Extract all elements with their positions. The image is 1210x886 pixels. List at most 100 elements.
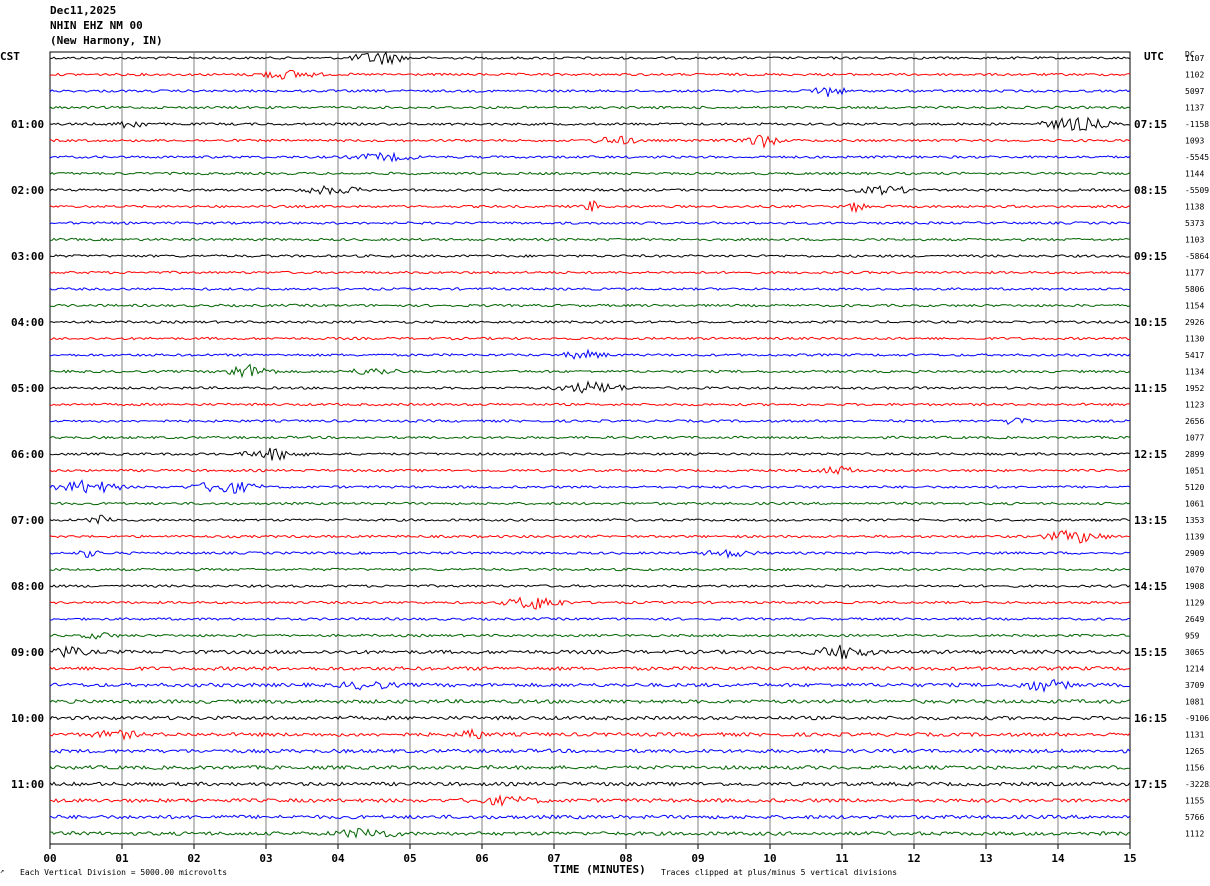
x-tick-label: 08 bbox=[619, 852, 632, 865]
seismic-trace bbox=[49, 417, 1131, 425]
left-hour-label: 06:00 bbox=[11, 448, 44, 461]
seismic-trace bbox=[49, 199, 1131, 214]
x-tick-label: 15 bbox=[1123, 852, 1136, 865]
right-hour-label: 13:15 bbox=[1134, 514, 1167, 527]
dc-offset-label: 5097 bbox=[1185, 87, 1204, 96]
dc-offset-label: -32285 bbox=[1185, 780, 1210, 789]
seismic-trace bbox=[49, 303, 1131, 308]
seismic-trace bbox=[49, 105, 1131, 110]
x-tick-label: 10 bbox=[763, 852, 776, 865]
dc-offset-label: 1134 bbox=[1185, 368, 1204, 377]
dc-offset-label: 1138 bbox=[1185, 203, 1204, 212]
dc-offset-label: 1353 bbox=[1185, 516, 1204, 525]
dc-offset-label: -5545 bbox=[1185, 153, 1209, 162]
left-hour-label: 09:00 bbox=[11, 646, 44, 659]
right-hour-label: 12:15 bbox=[1134, 448, 1167, 461]
seismic-trace bbox=[49, 402, 1131, 407]
dc-offset-label: 1154 bbox=[1185, 302, 1204, 311]
seismic-trace bbox=[49, 596, 1131, 610]
dc-offset-label: 2649 bbox=[1185, 615, 1204, 624]
dc-offset-label: 1144 bbox=[1185, 170, 1204, 179]
seismic-trace bbox=[49, 514, 1131, 525]
dc-offset-label: 1155 bbox=[1185, 797, 1204, 806]
station-code: NHIN EHZ NM 00 bbox=[50, 19, 143, 32]
dc-offset-label: 1112 bbox=[1185, 830, 1204, 839]
right-hour-label: 16:15 bbox=[1134, 712, 1167, 725]
seismic-trace bbox=[49, 814, 1131, 820]
scale-note: Each Vertical Division = 5000.00 microvo… bbox=[20, 868, 228, 877]
dc-offset-label: 2909 bbox=[1185, 549, 1204, 558]
dc-offset-label: 1952 bbox=[1185, 384, 1204, 393]
seismic-trace bbox=[49, 320, 1131, 324]
seismic-trace bbox=[49, 794, 1131, 807]
dc-offset-label: 5806 bbox=[1185, 285, 1204, 294]
dc-offset-label: 3065 bbox=[1185, 648, 1204, 657]
x-tick-label: 09 bbox=[691, 852, 704, 865]
left-hour-label: 03:00 bbox=[11, 250, 44, 263]
dc-offset-label: 1156 bbox=[1185, 764, 1204, 773]
dc-offset-label: -1158 bbox=[1185, 120, 1209, 129]
left-hour-label: 08:00 bbox=[11, 580, 44, 593]
dc-offset-label: 5766 bbox=[1185, 813, 1204, 822]
seismic-trace bbox=[49, 116, 1131, 131]
dc-offset-label: 1070 bbox=[1185, 566, 1204, 575]
seismic-trace bbox=[49, 465, 1131, 476]
seismic-trace bbox=[49, 237, 1131, 242]
seismic-trace bbox=[49, 254, 1131, 258]
seismic-trace bbox=[49, 665, 1131, 672]
seismic-trace bbox=[49, 827, 1131, 839]
seismic-trace bbox=[49, 435, 1131, 440]
right-hour-label: 08:15 bbox=[1134, 184, 1167, 197]
x-axis-title: TIME (MINUTES) bbox=[553, 863, 646, 876]
seismic-trace bbox=[49, 715, 1131, 721]
x-tick-label: 03 bbox=[259, 852, 272, 865]
x-tick-label: 00 bbox=[43, 852, 56, 865]
seismic-trace bbox=[49, 86, 1131, 97]
seismic-trace bbox=[49, 287, 1131, 291]
dc-offset-label: -5864 bbox=[1185, 252, 1209, 261]
left-timezone-label: CST bbox=[0, 50, 20, 63]
dc-offset-label: 5373 bbox=[1185, 219, 1204, 228]
left-hour-label: 02:00 bbox=[11, 184, 44, 197]
x-tick-label: 07 bbox=[547, 852, 560, 865]
seismic-trace bbox=[49, 644, 1131, 660]
dc-offset-label: 1061 bbox=[1185, 500, 1204, 509]
dc-offset-label: 1093 bbox=[1185, 137, 1204, 146]
x-tick-label: 12 bbox=[907, 852, 920, 865]
seismic-trace bbox=[49, 221, 1131, 225]
dc-offset-label: 3709 bbox=[1185, 681, 1204, 690]
dc-offset-label: 1107 bbox=[1185, 54, 1204, 63]
dc-offset-label: 1177 bbox=[1185, 269, 1204, 278]
seismic-trace bbox=[49, 270, 1131, 275]
seismic-trace bbox=[49, 348, 1131, 360]
dc-offset-label: 1131 bbox=[1185, 731, 1204, 740]
dc-offset-label: 5417 bbox=[1185, 351, 1204, 360]
left-hour-label: 05:00 bbox=[11, 382, 44, 395]
right-timezone-label: UTC bbox=[1144, 50, 1164, 63]
x-tick-label: 02 bbox=[187, 852, 200, 865]
seismic-trace bbox=[49, 781, 1131, 787]
dc-offset-label: 1051 bbox=[1185, 467, 1204, 476]
dc-offset-label: 1102 bbox=[1185, 71, 1204, 80]
x-tick-label: 05 bbox=[403, 852, 416, 865]
right-hour-label: 10:15 bbox=[1134, 316, 1167, 329]
dc-offset-label: 959 bbox=[1185, 632, 1200, 641]
x-tick-label: 06 bbox=[475, 852, 489, 865]
left-hour-label: 10:00 bbox=[11, 712, 44, 725]
dc-offset-label: 5120 bbox=[1185, 483, 1204, 492]
right-hour-label: 15:15 bbox=[1134, 646, 1167, 659]
left-hour-label: 11:00 bbox=[11, 778, 44, 791]
dc-offset-label: 1137 bbox=[1185, 104, 1204, 113]
dc-offset-label: -9106 bbox=[1185, 714, 1209, 723]
seismic-trace bbox=[49, 764, 1131, 771]
dc-offset-label: 1129 bbox=[1185, 599, 1204, 608]
right-hour-label: 09:15 bbox=[1134, 250, 1167, 263]
dc-offset-label: 1081 bbox=[1185, 698, 1204, 707]
dc-label: DC bbox=[1185, 50, 1195, 59]
chart-date: Dec11,2025 bbox=[50, 4, 117, 17]
clip-note: Traces clipped at plus/minus 5 vertical … bbox=[661, 868, 898, 877]
seismic-trace bbox=[49, 727, 1131, 741]
x-tick-label: 01 bbox=[115, 852, 129, 865]
seismic-trace bbox=[49, 151, 1131, 163]
